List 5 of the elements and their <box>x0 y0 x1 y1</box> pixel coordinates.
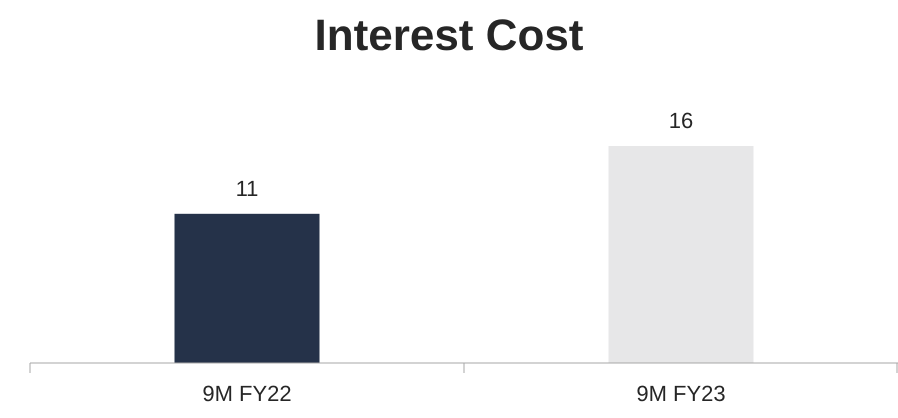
x-tick-label: 9M FY23 <box>636 381 726 406</box>
chart-title: Interest Cost <box>314 11 584 60</box>
data-label: 11 <box>236 176 258 201</box>
x-tick-label: 9M FY22 <box>202 381 292 406</box>
data-label: 16 <box>668 108 694 133</box>
